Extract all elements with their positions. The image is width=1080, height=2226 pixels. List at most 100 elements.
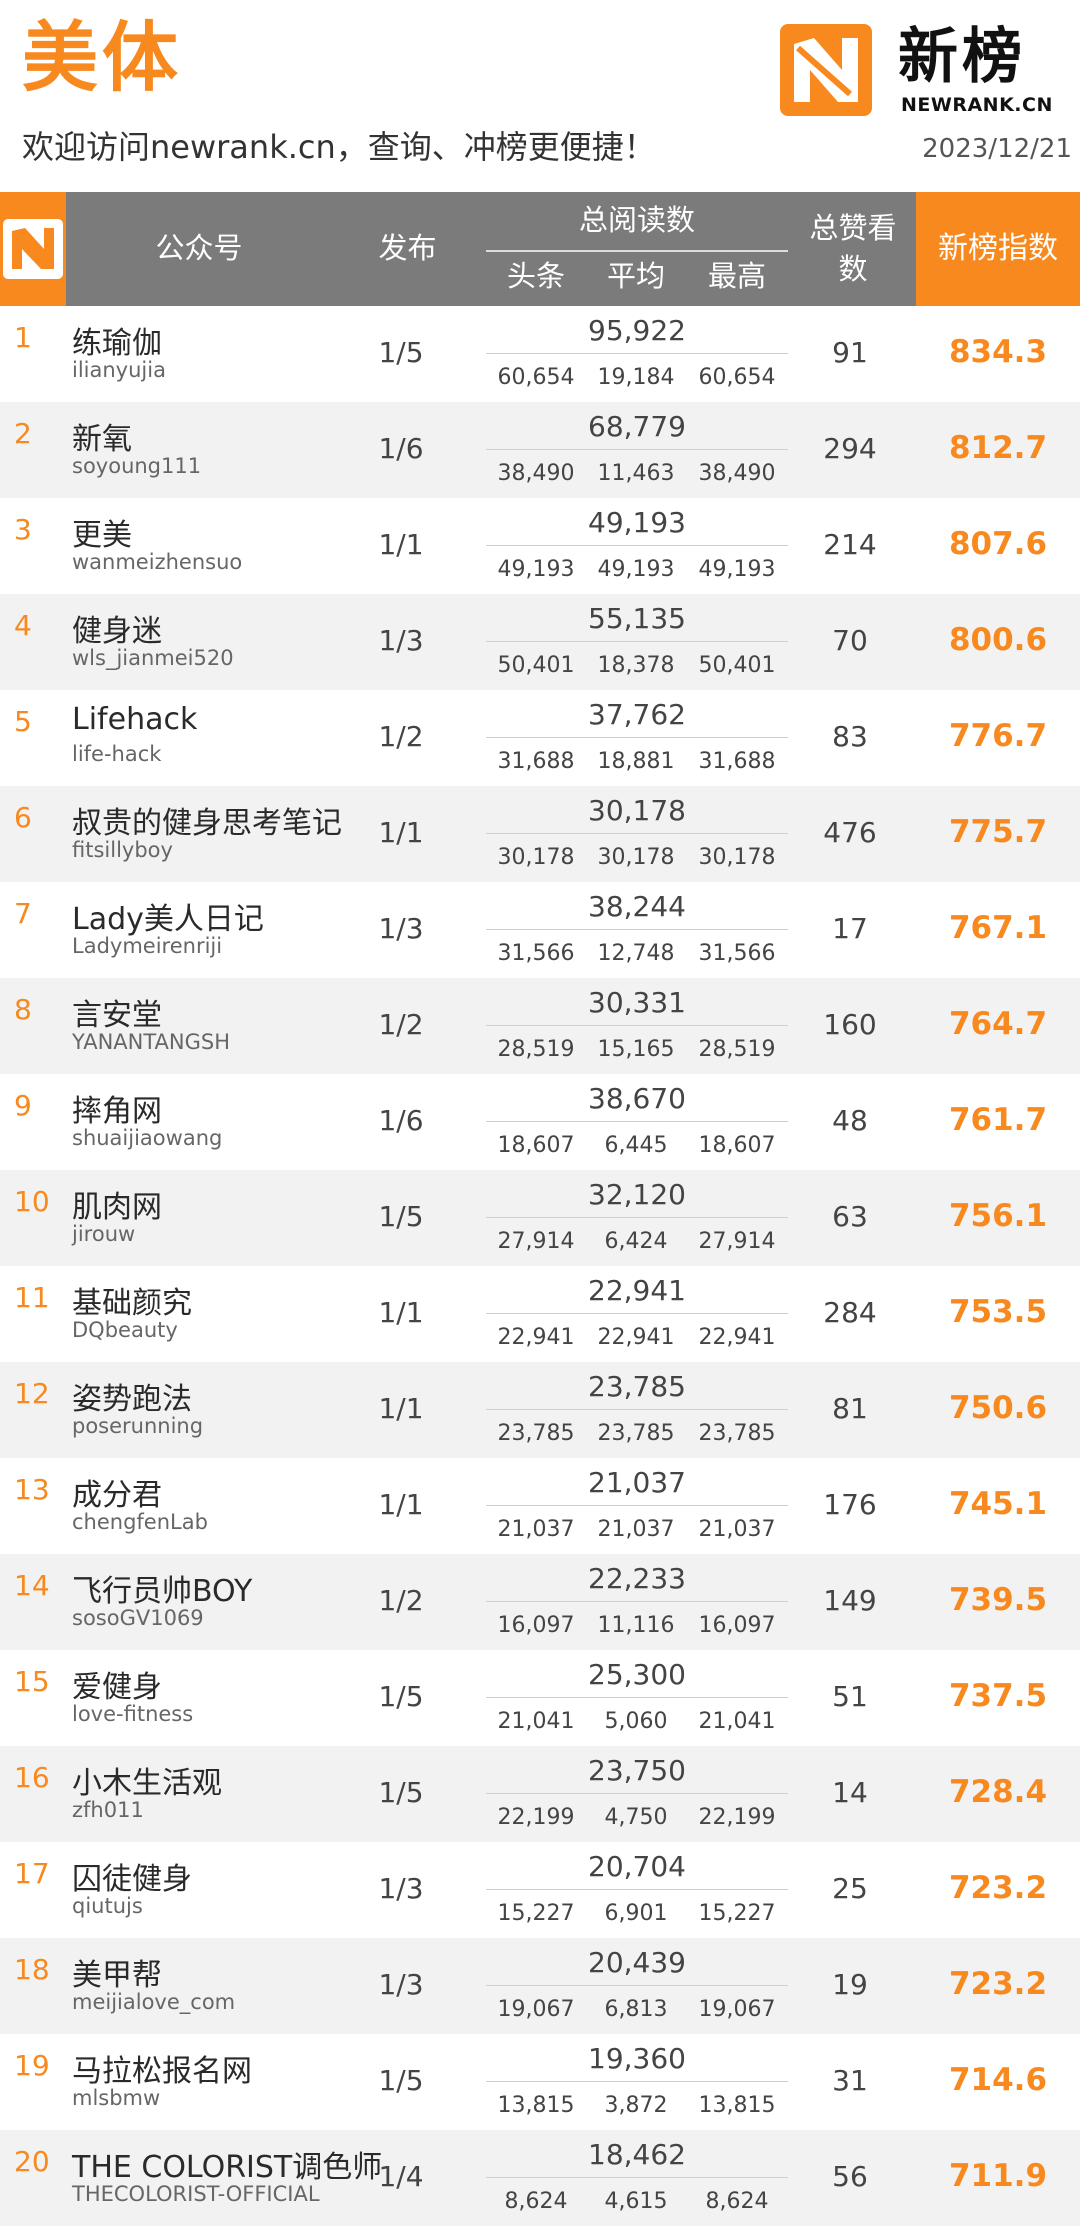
reads-divider (486, 1313, 788, 1314)
brand-name: 新榜 (898, 22, 1026, 92)
average-reads: 11,463 (597, 461, 675, 486)
date: 2023/12/21 (922, 134, 1072, 164)
headline-reads: 50,401 (497, 653, 575, 678)
header-index-cell (916, 192, 1080, 306)
newrank-index: 834.3 (948, 334, 1048, 370)
col-publish: 发布 (378, 231, 437, 265)
average-reads: 6,901 (604, 1901, 668, 1926)
reads-divider (486, 1025, 788, 1026)
rank-number: 10 (14, 1185, 50, 1218)
account-id: soyoung111 (72, 454, 202, 478)
publish-count: 1/1 (378, 1392, 424, 1425)
table-row: 4 健身迷 wls_jianmei520 1/3 55,135 50,401 18,378 5… (0, 594, 1080, 690)
rank-number: 16 (14, 1761, 50, 1794)
headline-reads: 15,227 (497, 1901, 575, 1926)
average-reads: 4,615 (604, 2189, 668, 2214)
newrank-index: 714.6 (948, 2062, 1048, 2098)
total-reads: 25,300 (588, 1658, 686, 1691)
account-name: 成分君 (72, 1478, 162, 1513)
table-row: 18 美甲帮 meijialove_com 1/3 20,439 19,067 6,813 1… (0, 1938, 1080, 2034)
max-reads: 23,785 (698, 1421, 776, 1446)
table-row: 10 肌肉网 jirouw 1/5 32,120 27,914 6,424 27,914 63 7… (0, 1170, 1080, 1266)
likes-count: 31 (832, 2064, 868, 2097)
rank-number: 20 (14, 2145, 50, 2178)
publish-count: 1/5 (378, 1680, 424, 1713)
account-id: shuaijiaowang (72, 1126, 223, 1150)
account-name: 爱健身 (72, 1670, 162, 1705)
reads-divider (486, 353, 788, 354)
col-max: 最高 (707, 259, 766, 293)
reads-divider (486, 1793, 788, 1794)
publish-count: 1/1 (378, 528, 424, 561)
newrank-index: 753.5 (948, 1294, 1048, 1330)
col-likes: 总赞看数 (809, 211, 897, 287)
table-row: 2 新氧 soyoung111 1/6 68,779 38,490 11,463 38,490… (0, 402, 1080, 498)
table-row: 5 Lifehack life-hack 1/2 37,762 31,688 18,881 3… (0, 690, 1080, 786)
total-reads: 21,037 (588, 1466, 686, 1499)
header-logo-cell (0, 192, 66, 306)
total-reads: 37,762 (588, 698, 686, 731)
reads-divider (486, 1505, 788, 1506)
account-name: 囚徒健身 (72, 1862, 192, 1897)
col-index: 新榜指数 (938, 231, 1058, 266)
reads-divider (486, 545, 788, 546)
publish-count: 1/5 (378, 2064, 424, 2097)
average-reads: 3,872 (604, 2093, 668, 2118)
likes-count: 294 (823, 432, 877, 465)
reads-divider (486, 737, 788, 738)
account-id: poserunning (72, 1414, 204, 1438)
account-id: life-hack (72, 742, 162, 766)
category-title: 美体 (22, 13, 182, 102)
publish-count: 1/6 (378, 1104, 424, 1137)
newrank-index: 723.2 (948, 1870, 1048, 1906)
account-name: 更美 (72, 518, 132, 553)
average-reads: 5,060 (604, 1709, 668, 1734)
publish-count: 1/2 (378, 1008, 424, 1041)
account-id: fitsillyboy (72, 838, 173, 862)
headline-reads: 22,199 (497, 1805, 575, 1830)
rank-number: 2 (14, 417, 32, 450)
rank-number: 7 (14, 897, 32, 930)
table-row: 20 THE COLORIST调色师 THECOLORIST-OFFICIAL 1/4… (0, 2130, 1080, 2226)
total-reads: 23,750 (588, 1754, 686, 1787)
max-reads: 21,037 (698, 1517, 776, 1542)
headline-reads: 22,941 (497, 1325, 575, 1350)
newrank-index: 776.7 (948, 718, 1048, 754)
max-reads: 22,199 (698, 1805, 776, 1830)
reads-divider (486, 1217, 788, 1218)
headline-reads: 31,566 (497, 941, 575, 966)
reads-divider (486, 1889, 788, 1890)
rank-number: 12 (14, 1377, 50, 1410)
total-reads: 49,193 (588, 506, 686, 539)
max-reads: 38,490 (698, 461, 776, 486)
account-id: YANANTANGSH (72, 1030, 231, 1054)
headline-reads: 21,041 (497, 1709, 575, 1734)
total-reads: 19,360 (588, 2042, 686, 2075)
reads-divider (486, 833, 788, 834)
average-reads: 23,785 (597, 1421, 675, 1446)
table-row: 1 练瑜伽 ilianyujia 1/5 95,922 60,654 19,184 60,65… (0, 306, 1080, 402)
table-row: 12 姿势跑法 poserunning 1/1 23,785 23,785 23,785 23… (0, 1362, 1080, 1458)
reads-divider (486, 1121, 788, 1122)
account-id: sosoGV1069 (72, 1606, 204, 1630)
table-row: 8 言安堂 YANANTANGSH 1/2 30,331 28,519 15,165 28,5… (0, 978, 1080, 1074)
likes-count: 25 (832, 1872, 868, 1905)
total-reads: 30,178 (588, 794, 686, 827)
reads-divider (486, 2177, 788, 2178)
rank-number: 1 (14, 321, 32, 354)
table-row: 19 马拉松报名网 mlsbmw 1/5 19,360 13,815 3,872 13,815… (0, 2034, 1080, 2130)
account-id: ilianyujia (72, 358, 166, 382)
average-reads: 30,178 (597, 845, 675, 870)
likes-count: 81 (832, 1392, 868, 1425)
max-reads: 30,178 (698, 845, 776, 870)
newrank-index: 756.1 (948, 1198, 1048, 1234)
headline-reads: 23,785 (497, 1421, 575, 1446)
subtitle: 欢迎访问newrank.cn，查询、冲榜更便捷！ (22, 128, 656, 166)
account-name: 言安堂 (72, 998, 162, 1033)
reads-divider (486, 1409, 788, 1410)
average-reads: 21,037 (597, 1517, 675, 1542)
total-reads: 20,704 (588, 1850, 686, 1883)
publish-count: 1/3 (378, 624, 424, 657)
newrank-index: 737.5 (948, 1678, 1048, 1714)
rank-number: 9 (14, 1089, 32, 1122)
